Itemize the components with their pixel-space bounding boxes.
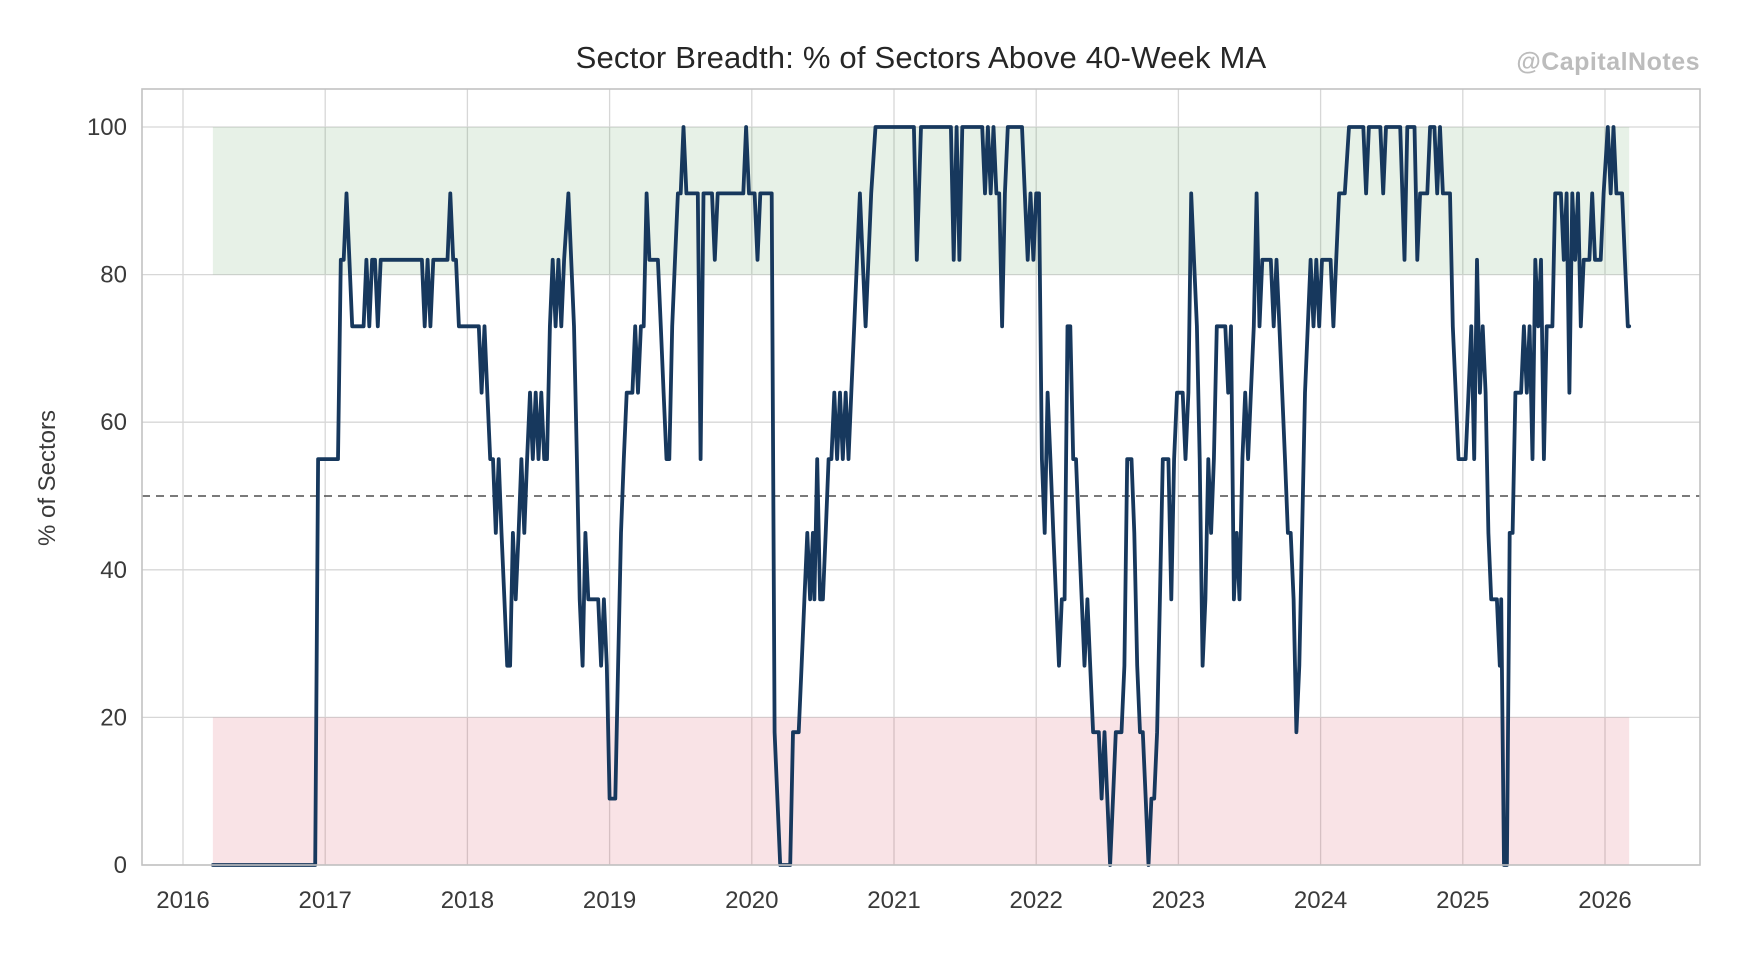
- x-tick-label: 2022: [1010, 887, 1063, 914]
- y-tick-label: 0: [114, 852, 127, 879]
- watermark: @CapitalNotes: [1516, 48, 1700, 76]
- x-tick-label: 2016: [156, 887, 209, 914]
- x-tick-label: 2017: [299, 887, 352, 914]
- breadth-line: [210, 125, 1632, 867]
- plot-border: [141, 88, 1701, 866]
- y-tick-label: 60: [100, 409, 127, 436]
- chart-title: Sector Breadth: % of Sectors Above 40-We…: [575, 40, 1267, 75]
- x-tick-label: 2019: [583, 887, 636, 914]
- x-tick-label: 2018: [441, 887, 494, 914]
- x-tick-label: 2026: [1578, 887, 1631, 914]
- x-tick-label: 2023: [1152, 887, 1205, 914]
- x-tick-label: 2020: [725, 887, 778, 914]
- y-tick-label: 80: [100, 262, 127, 289]
- y-tick-label: 40: [100, 557, 127, 584]
- x-tick-label: 2021: [867, 887, 920, 914]
- y-tick-label: 20: [100, 704, 127, 731]
- y-tick-label: 100: [87, 114, 127, 141]
- oversold-zone-band: [212, 717, 1630, 865]
- x-tick-label: 2024: [1294, 887, 1347, 914]
- x-tick-label: 2025: [1436, 887, 1489, 914]
